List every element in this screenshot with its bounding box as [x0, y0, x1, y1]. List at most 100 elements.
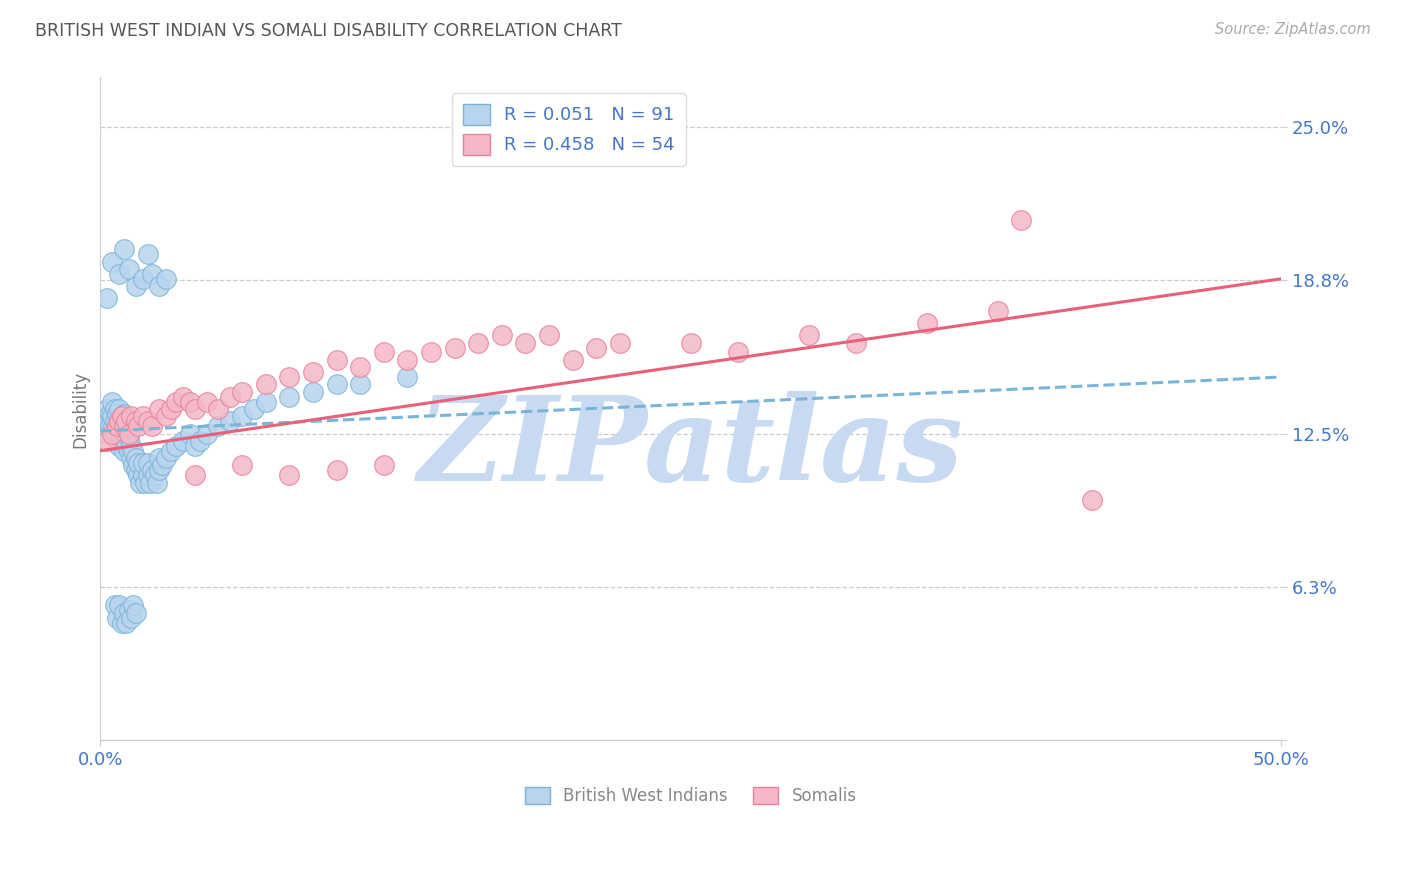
- Point: [112, 243, 135, 257]
- Point: [108, 599, 131, 613]
- Point: [254, 377, 277, 392]
- Point: [373, 458, 395, 473]
- Point: [98, 419, 121, 434]
- Point: [125, 279, 148, 293]
- Point: [115, 414, 138, 428]
- Point: [96, 434, 118, 448]
- Point: [105, 610, 128, 624]
- Point: [125, 451, 148, 466]
- Point: [105, 419, 128, 434]
- Point: [136, 414, 159, 428]
- Point: [561, 352, 583, 367]
- Point: [101, 421, 124, 435]
- Point: [491, 328, 513, 343]
- Text: Source: ZipAtlas.com: Source: ZipAtlas.com: [1215, 22, 1371, 37]
- Point: [987, 303, 1010, 318]
- Point: [278, 468, 301, 483]
- Point: [101, 254, 124, 268]
- Point: [148, 401, 170, 416]
- Point: [148, 279, 170, 293]
- Point: [120, 409, 142, 424]
- Point: [915, 316, 938, 330]
- Y-axis label: Disability: Disability: [72, 370, 89, 448]
- Point: [150, 458, 173, 473]
- Point: [219, 390, 242, 404]
- Point: [127, 456, 149, 470]
- Point: [141, 267, 163, 281]
- Point: [141, 463, 163, 477]
- Point: [110, 409, 132, 424]
- Point: [136, 456, 159, 470]
- Point: [101, 394, 124, 409]
- Point: [219, 414, 242, 428]
- Point: [110, 615, 132, 630]
- Point: [112, 606, 135, 620]
- Point: [136, 247, 159, 261]
- Point: [108, 439, 131, 453]
- Point: [443, 341, 465, 355]
- Point: [278, 370, 301, 384]
- Point: [120, 451, 142, 466]
- Point: [231, 458, 253, 473]
- Point: [108, 426, 131, 441]
- Point: [325, 352, 347, 367]
- Point: [112, 419, 135, 434]
- Point: [122, 599, 145, 613]
- Point: [172, 434, 194, 448]
- Point: [125, 463, 148, 477]
- Point: [515, 335, 537, 350]
- Point: [115, 615, 138, 630]
- Point: [373, 345, 395, 359]
- Point: [188, 434, 211, 448]
- Point: [195, 394, 218, 409]
- Point: [101, 426, 124, 441]
- Point: [179, 394, 201, 409]
- Point: [396, 352, 419, 367]
- Point: [105, 407, 128, 421]
- Point: [110, 434, 132, 448]
- Point: [467, 335, 489, 350]
- Point: [118, 262, 141, 277]
- Point: [141, 419, 163, 434]
- Point: [108, 267, 131, 281]
- Point: [1081, 492, 1104, 507]
- Point: [538, 328, 561, 343]
- Point: [129, 475, 152, 490]
- Point: [184, 468, 207, 483]
- Point: [98, 407, 121, 421]
- Point: [165, 394, 187, 409]
- Point: [101, 409, 124, 424]
- Point: [103, 414, 125, 428]
- Point: [120, 439, 142, 453]
- Point: [172, 390, 194, 404]
- Point: [112, 443, 135, 458]
- Point: [127, 419, 149, 434]
- Point: [160, 401, 183, 416]
- Point: [396, 370, 419, 384]
- Point: [96, 401, 118, 416]
- Legend: British West Indians, Somalis: British West Indians, Somalis: [519, 780, 863, 812]
- Point: [325, 463, 347, 477]
- Point: [679, 335, 702, 350]
- Point: [125, 606, 148, 620]
- Point: [108, 401, 131, 416]
- Point: [118, 443, 141, 458]
- Text: ZIPatlas: ZIPatlas: [418, 392, 963, 507]
- Point: [195, 426, 218, 441]
- Point: [112, 432, 135, 446]
- Point: [585, 341, 607, 355]
- Point: [727, 345, 749, 359]
- Point: [254, 394, 277, 409]
- Point: [136, 468, 159, 483]
- Point: [108, 414, 131, 428]
- Point: [302, 365, 325, 379]
- Point: [127, 468, 149, 483]
- Point: [179, 426, 201, 441]
- Point: [118, 426, 141, 441]
- Point: [96, 426, 118, 441]
- Point: [108, 414, 131, 428]
- Point: [148, 451, 170, 466]
- Point: [94, 414, 117, 428]
- Point: [105, 434, 128, 448]
- Point: [139, 475, 162, 490]
